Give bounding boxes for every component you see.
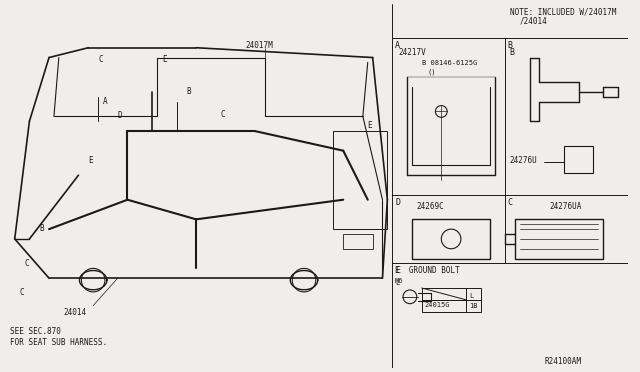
Text: 24276U: 24276U: [509, 155, 537, 164]
Text: C: C: [20, 288, 24, 297]
Text: C: C: [507, 198, 512, 207]
Text: 24276UA: 24276UA: [549, 202, 582, 211]
Text: E: E: [396, 266, 400, 275]
Text: E: E: [368, 121, 372, 130]
Text: B: B: [186, 87, 191, 96]
Text: E: E: [88, 155, 93, 164]
Text: D: D: [396, 198, 400, 207]
Text: 24014: 24014: [64, 308, 87, 317]
Text: E: E: [162, 55, 166, 64]
Text: 24015G: 24015G: [424, 302, 450, 308]
Text: C: C: [98, 55, 102, 64]
Text: 1B: 1B: [468, 303, 477, 309]
Text: E  GROUND BOLT: E GROUND BOLT: [396, 266, 460, 275]
Text: B: B: [507, 41, 512, 50]
Text: (): (): [428, 68, 436, 75]
Text: M6: M6: [396, 278, 404, 284]
Text: C: C: [24, 259, 29, 267]
Text: A: A: [396, 41, 400, 50]
Bar: [412, 219, 490, 259]
Text: NOTE: INCLUDED W/24017M: NOTE: INCLUDED W/24017M: [510, 7, 616, 16]
Text: R24100AM: R24100AM: [544, 357, 581, 366]
Text: 24017M: 24017M: [245, 41, 273, 50]
Text: L: L: [396, 280, 399, 286]
Bar: [343, 234, 372, 249]
Text: /24014: /24014: [520, 16, 547, 25]
Bar: [515, 219, 603, 259]
Text: B: B: [509, 48, 514, 57]
Text: L: L: [468, 293, 473, 299]
Text: A: A: [103, 97, 108, 106]
Text: B 08146-6125G: B 08146-6125G: [422, 61, 477, 67]
Text: 24269C: 24269C: [417, 202, 445, 211]
Text: B: B: [39, 224, 44, 233]
Bar: [422, 288, 481, 300]
Text: 24217V: 24217V: [398, 48, 426, 57]
Text: FOR SEAT SUB HARNESS.: FOR SEAT SUB HARNESS.: [10, 338, 107, 347]
Bar: [422, 300, 481, 311]
Text: D: D: [118, 112, 122, 121]
Bar: [333, 131, 387, 229]
Text: C: C: [221, 109, 225, 119]
Bar: [564, 146, 593, 173]
Text: SEE SEC.870: SEE SEC.870: [10, 327, 61, 336]
